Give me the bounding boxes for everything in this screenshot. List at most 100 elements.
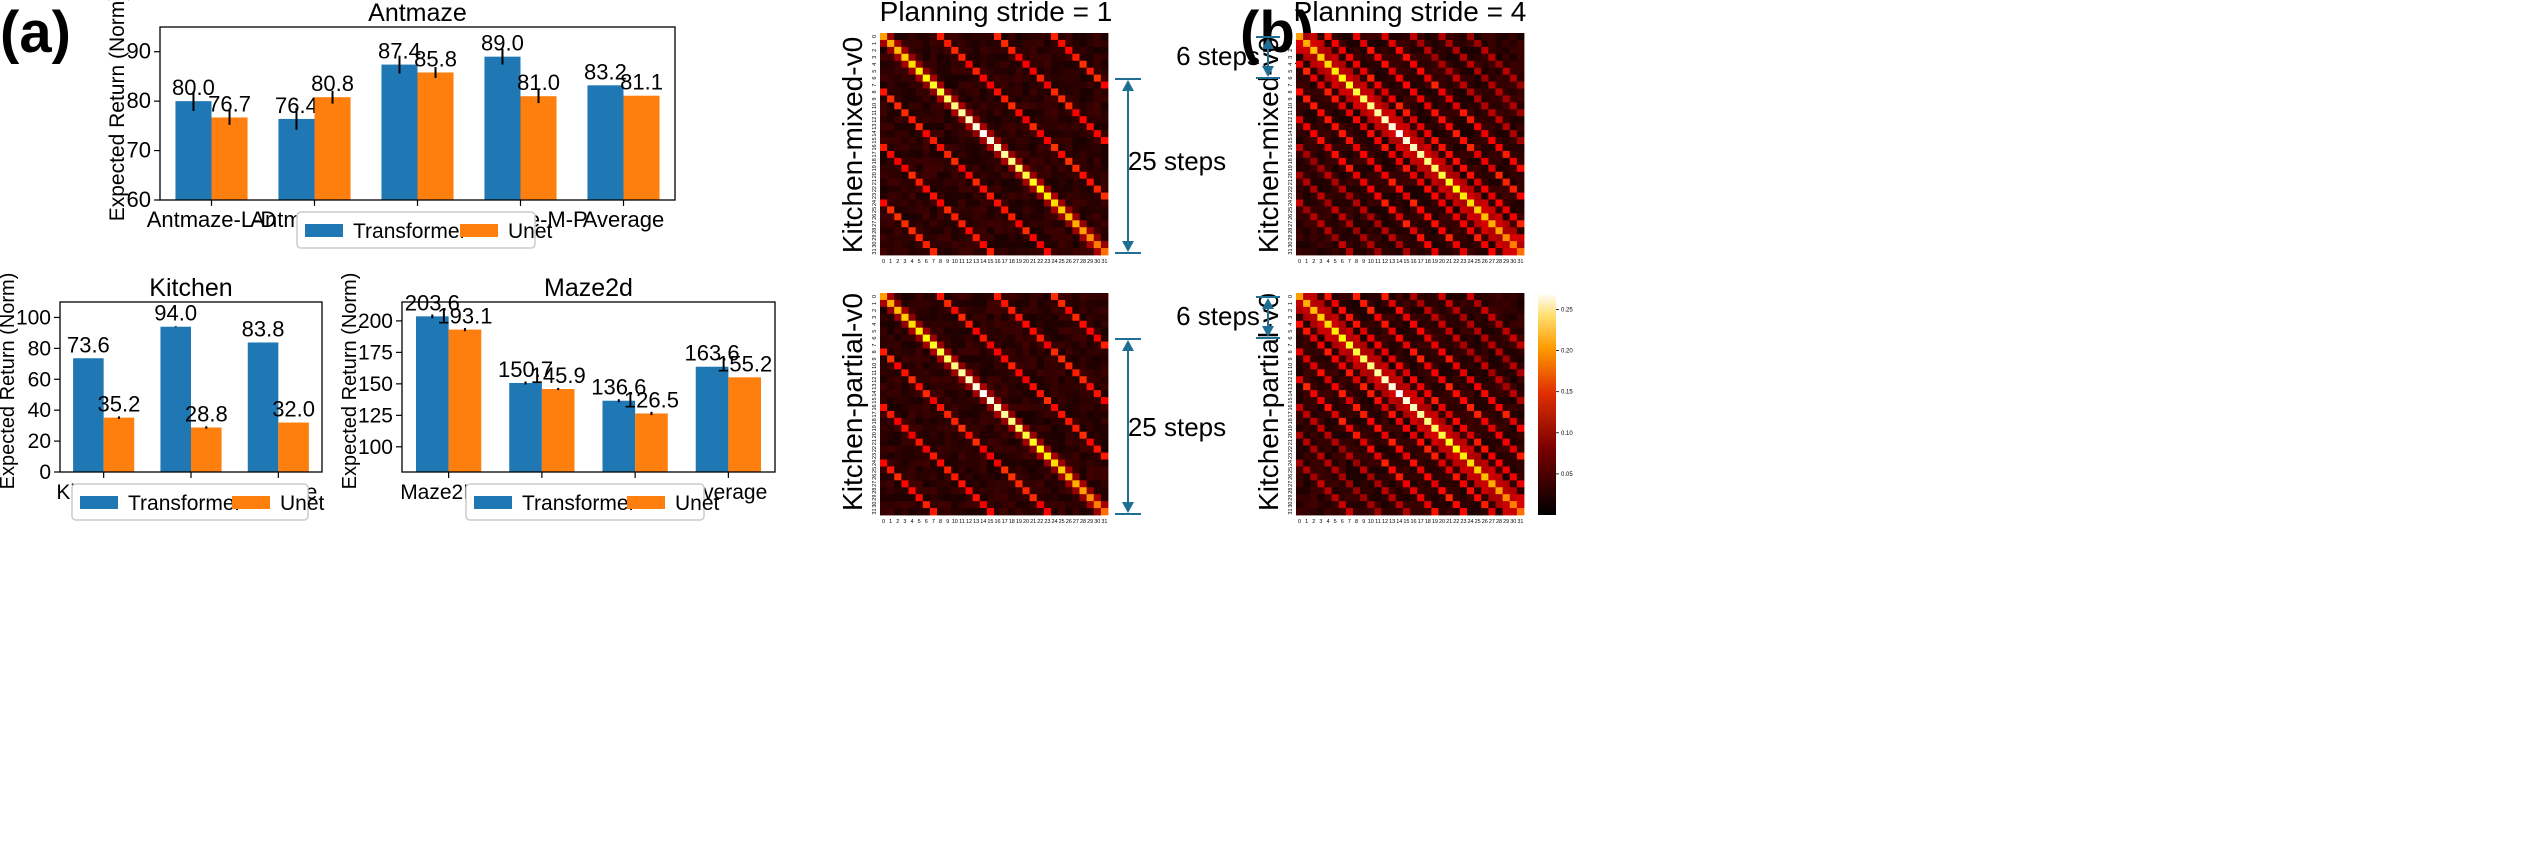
heatmap-cell: [1324, 355, 1333, 363]
heatmap-cell: [908, 67, 917, 76]
heatmap-cell: [1474, 81, 1482, 89]
heatmap-cell: [994, 109, 1002, 117]
heatmap-cell: [1417, 164, 1425, 173]
heatmap-cell: [979, 227, 988, 235]
heatmap-cell: [1338, 116, 1347, 124]
heatmap-cell: [1374, 178, 1382, 187]
heatmap-cell: [1417, 369, 1425, 377]
heatmap-cell: [965, 213, 974, 221]
heatmap-cell: [1100, 95, 1109, 103]
heatmap-cell: [1079, 306, 1088, 315]
heatmap-y-tick: 0: [872, 35, 878, 38]
heatmap-cell: [994, 424, 1002, 433]
heatmap-x-tick: 19: [1016, 259, 1022, 265]
heatmap-cell: [979, 102, 988, 110]
heatmap-cell: [1417, 445, 1425, 453]
heatmap-cell: [887, 67, 895, 76]
heatmap-cell: [1310, 390, 1318, 398]
heatmap-cell: [880, 376, 888, 384]
heatmap-cell: [1381, 320, 1390, 329]
heatmap-cell: [1367, 466, 1375, 474]
heatmap-cell: [1474, 473, 1482, 481]
heatmap-cell: [1417, 376, 1425, 384]
heatmap-cell: [1374, 192, 1382, 200]
heatmap-cell: [958, 109, 966, 117]
heatmap-cell: [1036, 334, 1045, 342]
heatmap-y-tick: 17: [872, 151, 878, 157]
heatmap-cell: [1438, 438, 1447, 447]
heatmap-cell: [994, 46, 1002, 55]
heatmap-cell: [1072, 376, 1080, 384]
heatmap-cell: [944, 81, 952, 89]
heatmap-cell: [1036, 67, 1045, 76]
heatmap-cell: [1474, 320, 1482, 329]
legend: Transformer Unet: [465, 483, 720, 521]
heatmap-cell: [1001, 116, 1009, 124]
heatmap-x-tick: 26: [1482, 519, 1488, 525]
heatmap-cell: [1058, 424, 1066, 433]
heatmap-y-tick: 19: [1288, 425, 1294, 431]
heatmap-cell: [1417, 137, 1425, 145]
heatmap-cell: [1417, 334, 1425, 342]
arrow-25-steps-top: [1115, 78, 1141, 254]
heatmap-cell: [1388, 88, 1397, 96]
heatmap-cell: [1008, 88, 1016, 96]
heatmap-cell: [1036, 341, 1045, 349]
heatmap-cell: [880, 192, 888, 200]
heatmap-cell: [887, 299, 895, 308]
heatmap-cell: [1353, 410, 1361, 419]
heatmap-cell: [1310, 164, 1318, 173]
heatmap-cell: [1072, 192, 1080, 200]
heatmap-cell: [1051, 494, 1059, 502]
heatmap-cell: [937, 355, 945, 363]
heatmap-cell: [1100, 157, 1109, 166]
heatmap-cell: [1474, 480, 1482, 488]
heatmap-cell: [1303, 109, 1311, 117]
heatmap-cell: [1079, 494, 1088, 502]
heatmap-cell: [1481, 376, 1489, 384]
heatmap-x-tick: 31: [1517, 259, 1523, 265]
heatmap-cell: [1410, 341, 1418, 349]
heatmap-cell: [1296, 376, 1304, 384]
heatmap-y-tick: 18: [872, 158, 878, 164]
heatmap-cell: [937, 320, 945, 329]
heatmap-cell: [1402, 501, 1411, 509]
heatmap-cell: [1516, 501, 1525, 509]
heatmap-cell: [1395, 306, 1404, 315]
heatmap-cell: [1022, 74, 1031, 82]
heatmap-cell: [1509, 369, 1518, 377]
heatmap-cell: [1431, 33, 1439, 41]
heatmap-cell: [951, 459, 959, 467]
heatmap-cell: [1001, 102, 1009, 110]
arrow-25-steps-bottom: [1115, 338, 1141, 515]
heatmap-cell: [1324, 383, 1333, 391]
heatmap-cell: [915, 445, 924, 453]
heatmap-cell: [1036, 95, 1045, 103]
heatmap-cell: [958, 123, 966, 131]
heatmap-cell: [1516, 508, 1525, 516]
heatmap-cell: [1008, 116, 1016, 124]
heatmap-cell: [1022, 123, 1031, 131]
heatmap-cell: [1424, 144, 1432, 152]
heatmap-cell: [1445, 144, 1454, 152]
heatmap-cell: [1445, 137, 1454, 145]
heatmap-cell: [1001, 130, 1009, 138]
heatmap-cell: [1488, 171, 1496, 180]
heatmap-x-tick: 28: [1496, 259, 1502, 265]
heatmap-cell: [1474, 130, 1482, 138]
heatmap-cell: [1452, 313, 1461, 322]
heatmap-cell: [1402, 480, 1411, 488]
heatmap-cell: [1058, 383, 1066, 391]
heatmap-cell: [1381, 116, 1390, 124]
heatmap-cell: [1058, 33, 1066, 41]
heatmap-cell: [1093, 362, 1102, 370]
heatmap-cell: [1367, 178, 1375, 187]
arrow-6-steps-top: [1256, 36, 1280, 79]
heatmap-y-tick: 24: [872, 460, 878, 466]
heatmap-cell: [1065, 185, 1073, 193]
heatmap-cell: [1459, 438, 1468, 447]
heatmap-y-tick: 13: [1288, 124, 1294, 130]
heatmap-cell: [1022, 102, 1031, 110]
heatmap-cell: [1086, 494, 1095, 502]
heatmap-cell: [901, 116, 909, 124]
